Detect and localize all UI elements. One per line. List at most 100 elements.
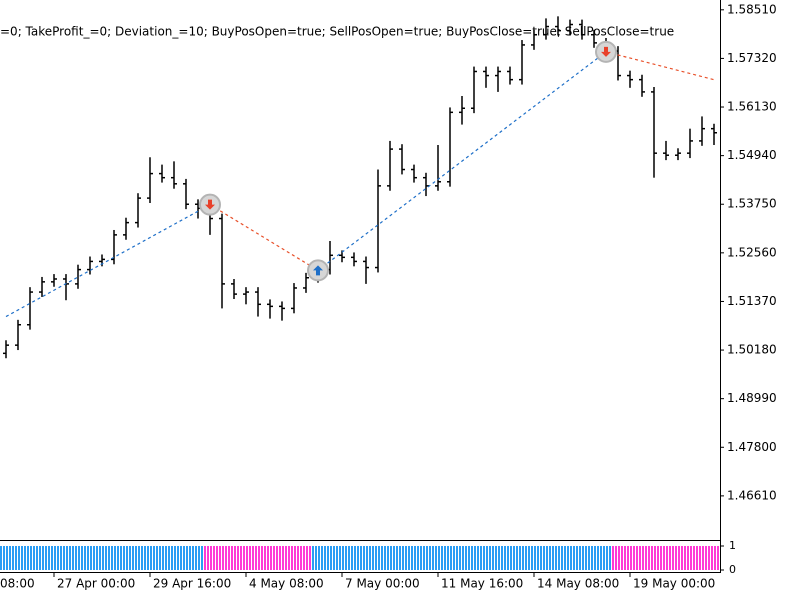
indicator-stripe	[561, 546, 563, 570]
indicator-tick-label: 1	[729, 539, 736, 552]
indicator-stripe	[63, 546, 65, 570]
indicator-stripe	[528, 546, 530, 570]
deal-arrow	[205, 199, 215, 210]
indicator-stripe	[33, 546, 35, 570]
indicator-stripe	[717, 546, 719, 570]
indicator-stripe	[93, 546, 95, 570]
indicator-stripe	[192, 546, 194, 570]
indicator-stripe	[186, 546, 188, 570]
x-tick-label: 4 May 08:00	[249, 577, 324, 591]
indicator-stripe	[255, 546, 257, 570]
indicator-stripe	[480, 546, 482, 570]
indicator-stripe	[159, 546, 161, 570]
indicator-stripe	[354, 546, 356, 570]
deal-marker	[199, 193, 221, 216]
indicator-stripe	[360, 546, 362, 570]
indicator-stripe	[585, 546, 587, 570]
indicator-stripe	[90, 546, 92, 570]
y-tick-label: 1.52560	[727, 245, 777, 259]
indicator-stripe	[453, 546, 455, 570]
indicator-stripe	[36, 546, 38, 570]
indicator-stripe	[318, 546, 320, 570]
indicator-stripe	[696, 546, 698, 570]
indicator-stripe	[552, 546, 554, 570]
indicator-stripe	[606, 546, 608, 570]
indicator-stripe	[96, 546, 98, 570]
indicator-stripe	[363, 546, 365, 570]
indicator-stripe	[252, 546, 254, 570]
indicator-stripe	[393, 546, 395, 570]
indicator-stripe	[504, 546, 506, 570]
indicator-stripe	[21, 546, 23, 570]
indicator-stripe	[651, 546, 653, 570]
indicator-stripe	[9, 546, 11, 570]
indicator-stripe	[168, 546, 170, 570]
indicator-stripe	[312, 546, 314, 570]
indicator-stripe	[384, 546, 386, 570]
indicator-stripe	[441, 546, 443, 570]
indicator-stripe	[300, 546, 302, 570]
indicator-stripe	[603, 546, 605, 570]
indicator-stripe	[213, 546, 215, 570]
y-tick-label: 1.57320	[727, 51, 777, 65]
indicator-stripe	[468, 546, 470, 570]
indicator-stripe	[207, 546, 209, 570]
indicator-stripe	[174, 546, 176, 570]
indicator-stripe	[75, 546, 77, 570]
x-tick-label: 08:00	[0, 577, 35, 591]
indicator-stripe	[408, 546, 410, 570]
indicator-stripe	[501, 546, 503, 570]
indicator-stripe	[621, 546, 623, 570]
trade-line	[317, 51, 607, 271]
indicator-stripe	[627, 546, 629, 570]
indicator-stripe	[690, 546, 692, 570]
indicator-stripe	[588, 546, 590, 570]
indicator-stripe	[567, 546, 569, 570]
indicator-stripe	[264, 546, 266, 570]
indicator-stripe	[294, 546, 296, 570]
indicator-stripe	[366, 546, 368, 570]
indicator-stripe	[51, 546, 53, 570]
indicator-stripe	[516, 546, 518, 570]
indicator-stripe	[27, 546, 29, 570]
indicator-stripe	[420, 546, 422, 570]
y-tick-label: 1.47800	[727, 440, 777, 454]
indicator-stripe	[570, 546, 572, 570]
indicator-stripe	[642, 546, 644, 570]
indicator-stripe	[282, 546, 284, 570]
indicator-stripe	[291, 546, 293, 570]
indicator-stripe	[405, 546, 407, 570]
indicator-stripe	[6, 546, 8, 570]
indicator-stripe	[705, 546, 707, 570]
indicator-stripe	[99, 546, 101, 570]
indicator-stripe	[531, 546, 533, 570]
indicator-stripe	[78, 546, 80, 570]
indicator-stripe	[324, 546, 326, 570]
indicator-stripe	[69, 546, 71, 570]
indicator-stripe	[513, 546, 515, 570]
indicator-stripe	[195, 546, 197, 570]
indicator-stripe	[285, 546, 287, 570]
indicator-stripe	[633, 546, 635, 570]
indicator-stripe	[342, 546, 344, 570]
indicator-stripe	[492, 546, 494, 570]
indicator-stripe	[45, 546, 47, 570]
indicator-stripe	[279, 546, 281, 570]
indicator-stripe	[444, 546, 446, 570]
y-tick-label: 1.46610	[727, 488, 777, 502]
indicator-stripe	[447, 546, 449, 570]
indicator-stripe	[402, 546, 404, 570]
indicator-stripe	[243, 546, 245, 570]
indicator-stripe	[303, 546, 305, 570]
indicator-stripe	[672, 546, 674, 570]
indicator-stripe	[486, 546, 488, 570]
indicator-stripe	[240, 546, 242, 570]
indicator-stripe	[396, 546, 398, 570]
indicator-stripe	[54, 546, 56, 570]
indicator-stripe	[465, 546, 467, 570]
indicator-stripe	[558, 546, 560, 570]
indicator-stripe	[222, 546, 224, 570]
indicator-stripe	[609, 546, 611, 570]
